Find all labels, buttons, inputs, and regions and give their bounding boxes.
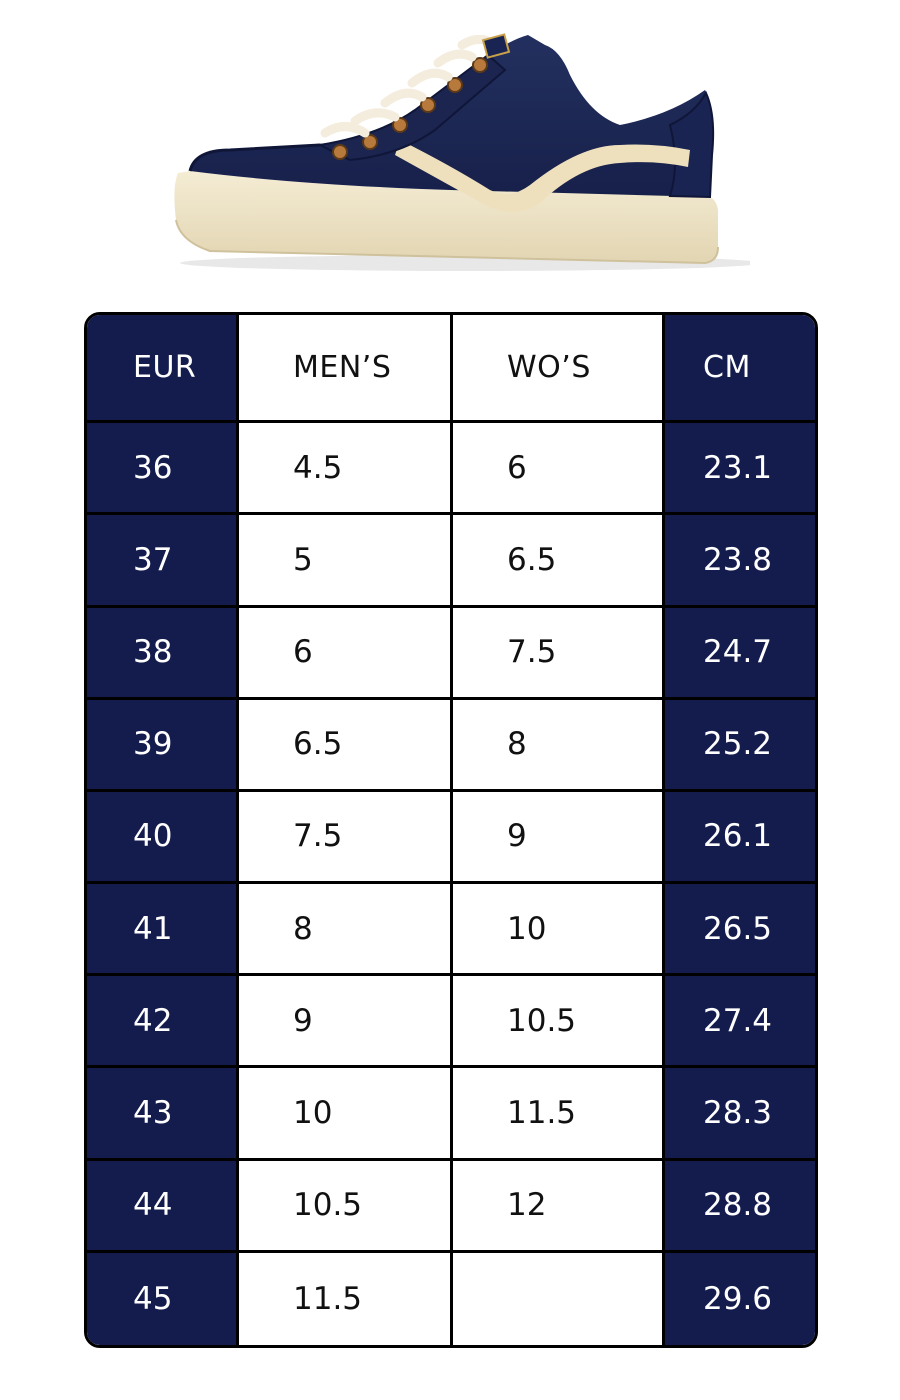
cell-mens: 7.5	[239, 791, 453, 885]
cell-eur: 43	[87, 1068, 239, 1161]
cell-womens: 10	[453, 884, 665, 977]
cell-womens: 11.5	[453, 1068, 665, 1161]
cell-cm: 25.2	[665, 699, 815, 792]
table-row: 41 8 10 26.5	[87, 884, 815, 977]
cell-womens: 8	[453, 699, 665, 792]
cell-eur: 39	[87, 699, 239, 792]
cell-eur: 44	[87, 1160, 239, 1253]
cell-cm: 26.5	[665, 884, 815, 977]
cell-cm: 26.1	[665, 791, 815, 885]
cell-cm: 24.7	[665, 607, 815, 700]
cell-eur: 36	[87, 423, 239, 516]
cell-mens: 10	[239, 1068, 453, 1161]
table-row: 45 11.5 29.6	[87, 1252, 815, 1345]
cell-womens	[453, 1252, 665, 1345]
header-cm: CM	[665, 315, 815, 424]
cell-cm: 28.3	[665, 1068, 815, 1161]
table-row: 38 6 7.5 24.7	[87, 607, 815, 700]
cell-eur: 37	[87, 515, 239, 608]
table-row: 37 5 6.5 23.8	[87, 515, 815, 608]
table-row: 36 4.5 6 23.1	[87, 423, 815, 516]
cell-mens: 8	[239, 884, 453, 977]
cell-womens: 9	[453, 791, 665, 885]
cell-cm: 23.1	[665, 423, 815, 516]
sneaker-icon	[174, 33, 750, 271]
header-womens: WO’S	[453, 315, 665, 424]
cell-womens: 6	[453, 423, 665, 516]
cell-eur: 38	[87, 607, 239, 700]
cell-eur: 41	[87, 884, 239, 977]
cell-womens: 6.5	[453, 515, 665, 608]
cell-eur: 42	[87, 976, 239, 1069]
cell-cm: 23.8	[665, 515, 815, 608]
cell-cm: 28.8	[665, 1160, 815, 1253]
cell-mens: 10.5	[239, 1160, 453, 1253]
cell-womens: 12	[453, 1160, 665, 1253]
size-chart-table: EUR MEN’S WO’S CM 36 4.5 6 23.1 37 5 6.5…	[84, 312, 818, 1348]
cell-womens: 10.5	[453, 976, 665, 1069]
product-image	[150, 15, 750, 285]
table-row: 40 7.5 9 26.1	[87, 791, 815, 885]
cell-mens: 5	[239, 515, 453, 608]
table-row: 42 9 10.5 27.4	[87, 976, 815, 1069]
cell-cm: 29.6	[665, 1252, 815, 1345]
table-row: 43 10 11.5 28.3	[87, 1068, 815, 1161]
table-row: 44 10.5 12 28.8	[87, 1160, 815, 1253]
table-header-row: EUR MEN’S WO’S CM	[87, 315, 815, 424]
cell-womens: 7.5	[453, 607, 665, 700]
cell-mens: 6.5	[239, 699, 453, 792]
cell-mens: 4.5	[239, 423, 453, 516]
header-eur: EUR	[87, 315, 239, 424]
cell-eur: 40	[87, 791, 239, 885]
table-row: 39 6.5 8 25.2	[87, 699, 815, 792]
cell-mens: 9	[239, 976, 453, 1069]
cell-mens: 11.5	[239, 1252, 453, 1345]
cell-eur: 45	[87, 1252, 239, 1345]
cell-cm: 27.4	[665, 976, 815, 1069]
header-mens: MEN’S	[239, 315, 453, 424]
cell-mens: 6	[239, 607, 453, 700]
